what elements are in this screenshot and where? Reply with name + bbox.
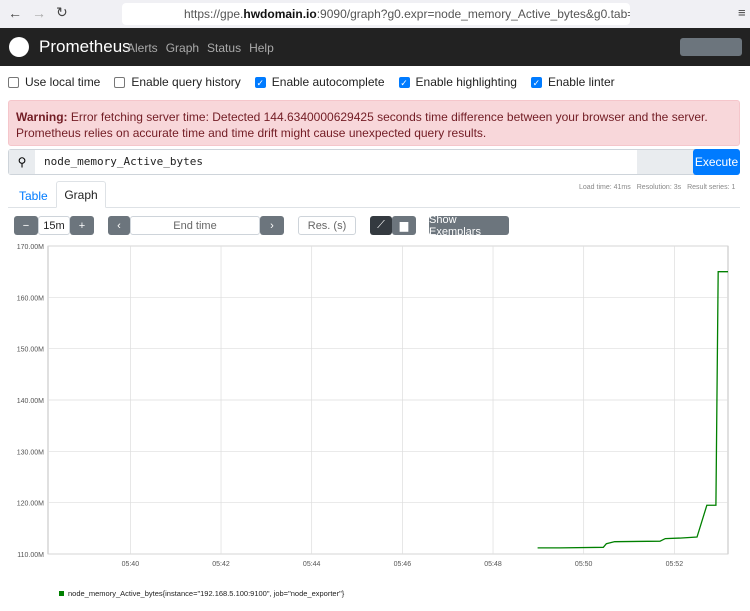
chart: 110.00M 120.00M 130.00M 140.00M 150.00M 160.0… (17, 244, 729, 598)
checkbox[interactable] (114, 76, 126, 88)
checkbox[interactable]: ✓ (398, 76, 410, 88)
legend-label: node_memory_Active_bytes{instance="192.1… (68, 589, 345, 598)
option-label: Enable linter (547, 75, 615, 89)
y-tick-label: 120.00M (17, 501, 44, 508)
url-host: hwdomain.io (243, 7, 317, 21)
option-label: Enable query history (131, 75, 241, 89)
navbar: Prometheus Alerts Graph Status Help (0, 28, 750, 66)
url-prefix: https://gpe. (184, 7, 244, 21)
legend-swatch (59, 591, 64, 596)
query-stats: Load time: 41ms Resolution: 3s Result seri… (579, 184, 735, 191)
checkbox[interactable]: ✓ (530, 76, 542, 88)
x-tick-label: 05:42 (212, 561, 230, 568)
result-series: Result series: 1 (687, 184, 736, 191)
lines-mode[interactable]: ⟋ (370, 216, 392, 235)
option[interactable]: Use local time (8, 75, 100, 89)
y-tick-label: 140.00M (17, 398, 44, 405)
url-rest: :9090/graph?g0.expr=node_memory_Active_b… (316, 7, 630, 21)
logo (9, 37, 29, 57)
range-increase[interactable]: + (70, 216, 94, 235)
option[interactable]: Enable query history (114, 75, 241, 89)
tab-graph[interactable]: Graph (56, 181, 106, 208)
brand[interactable]: Prometheus (39, 37, 131, 56)
query-tools[interactable] (637, 150, 693, 174)
series-line (537, 271, 728, 549)
reload-button[interactable]: ↻ (56, 4, 68, 20)
stacked-mode[interactable]: ▆ (392, 216, 416, 235)
checkbox[interactable] (8, 76, 19, 88)
warning-text: Error fetching server time: Detected 144… (16, 110, 708, 140)
checkbox[interactable]: ✓ (254, 76, 266, 88)
end-time-back[interactable]: ‹ (108, 216, 130, 235)
x-tick-label: 05:40 (122, 561, 140, 568)
warning-label: Warning: (16, 110, 68, 124)
options: Use local time Enable query history ✓ Enabl… (8, 75, 615, 89)
x-tick-label: 05:48 (484, 561, 502, 568)
resolution-input[interactable]: Res. (s) (298, 216, 356, 235)
resolution: Resolution: 3s (636, 184, 682, 191)
y-tick-label: 160.00M (17, 295, 44, 302)
query-box: ⚲ node_memory_Active_bytes Execute (8, 149, 740, 175)
load-time: Load time: 41ms (579, 184, 631, 191)
back-button[interactable]: ← (8, 5, 22, 21)
x-tick-label: 05:50 (575, 561, 593, 568)
warning-alert: Warning: Error fetching server time: Det… (8, 100, 740, 146)
execute-button[interactable]: Execute (693, 149, 740, 175)
y-tick-label: 110.00M (17, 552, 44, 559)
tab-table[interactable]: Table (19, 189, 48, 203)
x-tick-label: 05:46 (394, 561, 412, 568)
forward-button[interactable]: → (32, 5, 46, 21)
query-input[interactable]: node_memory_Active_bytes (44, 155, 203, 168)
option-label: Enable highlighting (415, 75, 517, 89)
y-tick-label: 170.00M (17, 244, 44, 251)
tabs-border (8, 207, 740, 208)
end-time-forward[interactable]: › (260, 216, 284, 235)
nav-link[interactable]: Graph (165, 41, 200, 55)
option[interactable]: ✓ Enable highlighting (398, 75, 517, 89)
option[interactable]: ✓ Enable autocomplete (254, 75, 385, 89)
range-input[interactable]: 15m (38, 216, 70, 235)
end-time-input[interactable]: End time (130, 216, 260, 235)
x-tick-label: 05:52 (666, 561, 684, 568)
y-tick-label: 130.00M (17, 449, 44, 456)
search-icon: ⚲ (9, 150, 35, 174)
nav-link[interactable]: Status (207, 41, 242, 55)
y-tick-label: 150.00M (17, 347, 44, 354)
theme-toggle[interactable] (680, 38, 742, 56)
nav-link[interactable]: Help (249, 41, 274, 55)
nav-links: Alerts Graph Status Help (127, 41, 274, 55)
url-bar[interactable]: https://gpe.hwdomain.io:9090/graph?g0.ex… (122, 3, 630, 25)
nav-link[interactable]: Alerts (127, 41, 158, 55)
browser-bar: ← → ↻ https://gpe.hwdomain.io:9090/graph… (0, 0, 750, 28)
option-label: Use local time (25, 75, 101, 89)
exemplars-button[interactable]: Show Exemplars (429, 214, 509, 238)
option-label: Enable autocomplete (271, 75, 385, 89)
option[interactable]: ✓ Enable linter (530, 75, 615, 89)
menu-button[interactable]: ≡ (738, 5, 746, 20)
x-tick-label: 05:44 (303, 561, 321, 568)
range-decrease[interactable]: − (14, 216, 38, 235)
